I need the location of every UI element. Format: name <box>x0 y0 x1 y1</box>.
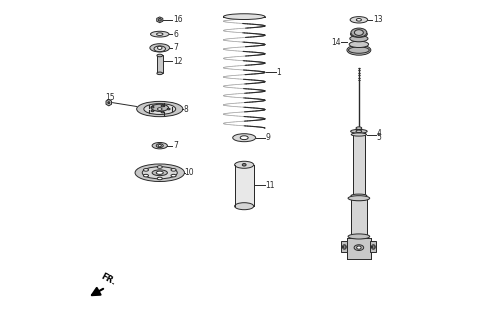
Bar <box>351 198 366 236</box>
Text: 11: 11 <box>266 181 275 190</box>
Ellipse shape <box>350 129 367 133</box>
Text: 15: 15 <box>105 93 115 102</box>
Ellipse shape <box>157 177 162 180</box>
Ellipse shape <box>233 134 255 142</box>
Ellipse shape <box>356 130 362 132</box>
Text: 14: 14 <box>331 38 341 47</box>
Ellipse shape <box>171 174 176 177</box>
Ellipse shape <box>356 19 362 21</box>
Ellipse shape <box>158 19 161 21</box>
Bar <box>370 241 376 252</box>
Ellipse shape <box>157 166 162 168</box>
Ellipse shape <box>156 144 163 148</box>
Polygon shape <box>157 17 163 23</box>
Ellipse shape <box>350 36 368 42</box>
Polygon shape <box>106 100 111 106</box>
Ellipse shape <box>158 108 162 110</box>
Ellipse shape <box>235 161 254 168</box>
Ellipse shape <box>158 145 161 147</box>
Ellipse shape <box>157 54 162 57</box>
Text: FR.: FR. <box>99 272 117 287</box>
Ellipse shape <box>144 104 175 115</box>
Text: 9: 9 <box>266 133 270 142</box>
Bar <box>347 238 371 259</box>
Ellipse shape <box>348 47 369 53</box>
Ellipse shape <box>135 164 185 181</box>
Ellipse shape <box>142 167 177 179</box>
Text: 5: 5 <box>377 132 382 141</box>
Ellipse shape <box>343 245 346 249</box>
Ellipse shape <box>348 234 370 239</box>
Ellipse shape <box>351 194 367 197</box>
Ellipse shape <box>152 170 167 176</box>
Ellipse shape <box>351 28 367 37</box>
Ellipse shape <box>354 30 363 36</box>
Ellipse shape <box>242 164 246 166</box>
Ellipse shape <box>150 44 170 52</box>
Text: 4: 4 <box>377 129 382 138</box>
Ellipse shape <box>350 17 368 23</box>
Text: 7: 7 <box>173 141 178 150</box>
Ellipse shape <box>372 245 375 249</box>
Ellipse shape <box>144 174 148 177</box>
Ellipse shape <box>351 133 366 136</box>
Text: 16: 16 <box>173 15 183 24</box>
Ellipse shape <box>150 31 169 37</box>
Ellipse shape <box>235 203 254 210</box>
Ellipse shape <box>349 41 369 48</box>
Ellipse shape <box>108 102 110 104</box>
Ellipse shape <box>240 136 248 140</box>
Bar <box>235 165 254 206</box>
Ellipse shape <box>354 245 363 251</box>
Bar <box>157 55 162 73</box>
Text: 7: 7 <box>173 43 178 52</box>
Text: 1: 1 <box>277 68 281 77</box>
Ellipse shape <box>137 101 183 117</box>
Ellipse shape <box>158 46 162 50</box>
Ellipse shape <box>167 108 170 110</box>
Ellipse shape <box>347 45 371 55</box>
Ellipse shape <box>161 105 164 107</box>
Ellipse shape <box>348 196 370 201</box>
Ellipse shape <box>350 196 367 200</box>
Ellipse shape <box>144 169 148 171</box>
Ellipse shape <box>171 169 176 171</box>
Ellipse shape <box>350 31 367 37</box>
Bar <box>353 131 365 198</box>
Ellipse shape <box>157 72 162 75</box>
Text: 12: 12 <box>173 57 183 66</box>
Ellipse shape <box>224 14 265 20</box>
Ellipse shape <box>344 246 345 248</box>
Text: 6: 6 <box>173 30 178 39</box>
Ellipse shape <box>151 110 154 112</box>
Ellipse shape <box>151 106 154 108</box>
Text: 13: 13 <box>373 15 383 24</box>
Ellipse shape <box>373 246 375 248</box>
Ellipse shape <box>151 104 169 111</box>
Bar <box>341 241 347 252</box>
Ellipse shape <box>155 107 164 111</box>
Ellipse shape <box>357 246 361 249</box>
Ellipse shape <box>157 33 163 36</box>
Ellipse shape <box>156 171 163 174</box>
Text: 8: 8 <box>183 105 188 114</box>
Text: 10: 10 <box>185 168 194 177</box>
Ellipse shape <box>154 46 165 52</box>
Ellipse shape <box>152 142 167 149</box>
Ellipse shape <box>161 111 164 113</box>
Ellipse shape <box>356 127 362 129</box>
